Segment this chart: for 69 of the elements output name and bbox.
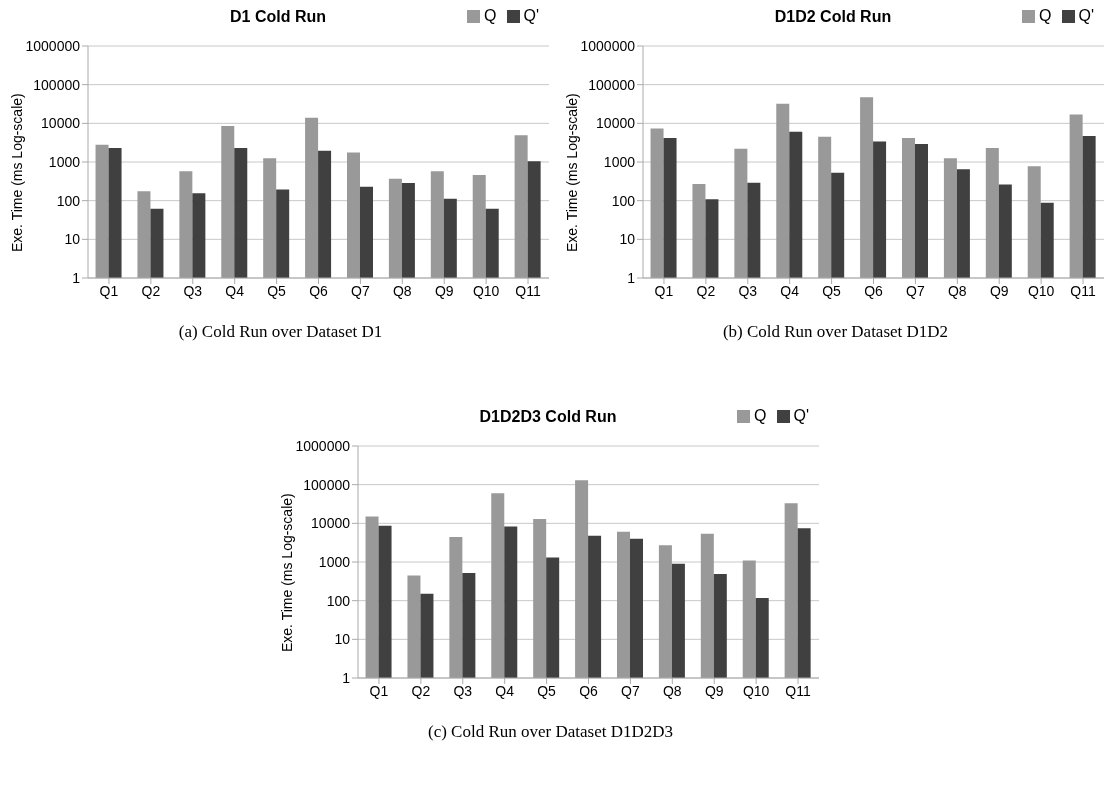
x-tick-label: Q4 (780, 282, 800, 299)
y-tick-label: 10 (64, 231, 81, 248)
x-tick-label: Q6 (579, 682, 599, 699)
legend-label: Q' (523, 7, 539, 24)
chart-title: D1D2D3 Cold Run (479, 408, 617, 425)
x-tick-label: Q5 (267, 282, 287, 299)
x-tick-label: Q6 (864, 282, 884, 299)
x-tick-label: Q4 (225, 282, 245, 299)
y-tick-label: 10000 (596, 115, 636, 132)
y-tick-label: 10 (619, 231, 636, 248)
x-tick-label: Q4 (495, 682, 515, 699)
x-tick-label: Q5 (537, 682, 557, 699)
legend-label: Q (1039, 7, 1052, 24)
legend-label: Q' (1078, 7, 1094, 24)
x-tick-label: Q11 (515, 282, 541, 299)
x-tick-label: Q8 (392, 282, 412, 299)
y-tick-label: 100 (326, 592, 351, 609)
x-tick-label: Q3 (183, 282, 203, 299)
y-tick-label: 10000 (311, 515, 351, 532)
y-tick-label: 100000 (303, 476, 351, 493)
y-tick-label: 10 (334, 631, 351, 648)
y-tick-label: 1000 (318, 553, 351, 570)
y-tick-label: 1000000 (295, 437, 351, 454)
x-tick-label: Q6 (309, 282, 329, 299)
x-tick-label: Q9 (434, 282, 454, 299)
text: (b) Cold Run over Dataset D1D2 (721, 322, 950, 342)
x-tick-label: Q9 (989, 282, 1009, 299)
x-tick-label: Q7 (906, 282, 925, 299)
y-tick-label: 1 (72, 269, 81, 286)
y-tick-label: 1000000 (25, 37, 81, 54)
x-tick-label: Q7 (351, 282, 370, 299)
y-tick-label: 100 (611, 192, 636, 209)
y-tick-label: 1000000 (580, 37, 636, 54)
y-tick-label: 1000 (603, 153, 636, 170)
x-tick-label: Q8 (662, 682, 682, 699)
y-axis-title: Exe. Time (ms Log-scale) (278, 493, 295, 652)
x-tick-label: Q2 (696, 282, 716, 299)
x-tick-label: Q9 (704, 682, 724, 699)
y-tick-label: 10000 (41, 115, 81, 132)
legend-label: Q (754, 407, 767, 424)
chart-title: D1D2 Cold Run (774, 8, 892, 25)
chart-title: D1 Cold Run (230, 8, 326, 25)
y-axis-title: Exe. Time (ms Log-scale) (563, 93, 580, 252)
legend-label: Q (484, 7, 497, 24)
x-tick-label: Q11 (1070, 282, 1096, 299)
x-tick-label: Q3 (738, 282, 758, 299)
x-tick-label: Q2 (411, 682, 431, 699)
x-tick-label: Q10 (742, 682, 770, 699)
y-tick-label: 100000 (33, 76, 81, 93)
x-tick-label: Q8 (947, 282, 967, 299)
x-tick-label: Q3 (453, 682, 473, 699)
y-tick-label: 1 (342, 669, 351, 686)
legend-label: Q' (793, 407, 809, 424)
y-tick-label: 1000 (48, 153, 81, 170)
x-tick-label: Q1 (99, 282, 119, 299)
x-tick-label: Q1 (654, 282, 674, 299)
y-tick-label: 100 (56, 192, 81, 209)
y-tick-label: 100000 (588, 76, 636, 93)
y-axis-title: Exe. Time (ms Log-scale) (8, 93, 25, 252)
x-tick-label: Q10 (472, 282, 500, 299)
x-tick-label: Q1 (369, 682, 389, 699)
x-tick-label: Q10 (1027, 282, 1055, 299)
x-tick-label: Q5 (822, 282, 842, 299)
x-tick-label: Q7 (621, 682, 640, 699)
x-tick-label: Q2 (141, 282, 161, 299)
x-tick-label: Q11 (785, 682, 811, 699)
y-tick-label: 1 (627, 269, 636, 286)
text: (a) Cold Run over Dataset D1 (177, 322, 384, 342)
text: (c) Cold Run over Dataset D1D2D3 (427, 722, 674, 742)
